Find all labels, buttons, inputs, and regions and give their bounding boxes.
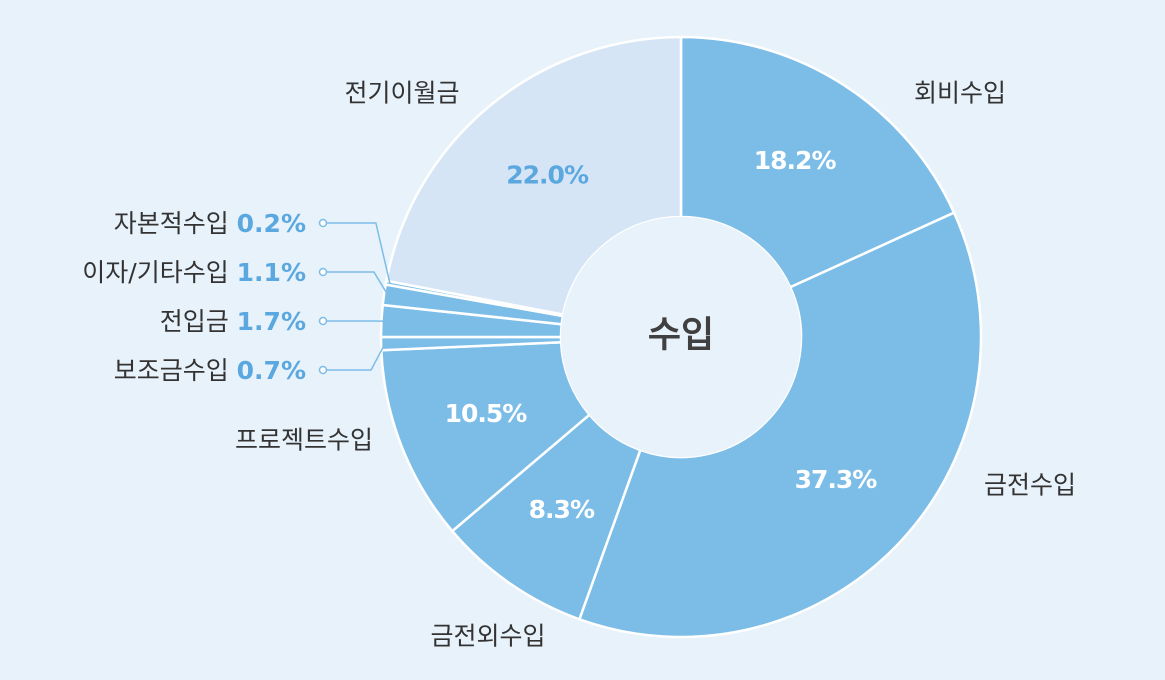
leader-dot [320, 269, 327, 276]
leader-line [323, 272, 388, 295]
slice-percent-label: 18.2% [754, 146, 837, 175]
slice-category-label: 전기이월금 [344, 79, 459, 108]
leader-dot [320, 318, 327, 325]
slice-percent-label: 22.0% [506, 161, 589, 190]
slice-percent-label: 1.7% [237, 307, 306, 336]
slice-category-label: 전입금 [160, 307, 237, 336]
slice-percent-label: 10.5% [445, 399, 528, 428]
leader-line [323, 223, 390, 283]
slice-category-label: 이자/기타수입 [82, 258, 236, 287]
chart-center-title: 수입 [648, 315, 714, 356]
slice-category-label: 회비수입 [914, 79, 1006, 108]
slice-leader-label: 이자/기타수입 1.1% [82, 258, 306, 287]
slice-leader-label: 전입금 1.7% [160, 307, 306, 336]
slice-percent-label: 37.3% [795, 465, 878, 494]
slice-category-label: 금전외수입 [430, 622, 545, 651]
slice-percent-label: 1.1% [237, 258, 306, 287]
slice-leader-label: 자본적수입 0.2% [114, 209, 306, 238]
slice-category-label: 보조금수입 [114, 356, 237, 385]
slice-category-label: 자본적수입 [114, 209, 237, 238]
leader-dot [320, 220, 327, 227]
leader-line [323, 344, 385, 370]
slice-category-label: 금전수입 [984, 471, 1076, 500]
slice-percent-label: 8.3% [529, 495, 595, 524]
slice-leader-label: 보조금수입 0.7% [114, 356, 306, 385]
slice-percent-label: 0.7% [237, 356, 306, 385]
slice-category-label: 프로젝트수입 [235, 426, 373, 455]
slice-percent-label: 0.2% [237, 209, 306, 238]
leader-dot [320, 367, 327, 374]
